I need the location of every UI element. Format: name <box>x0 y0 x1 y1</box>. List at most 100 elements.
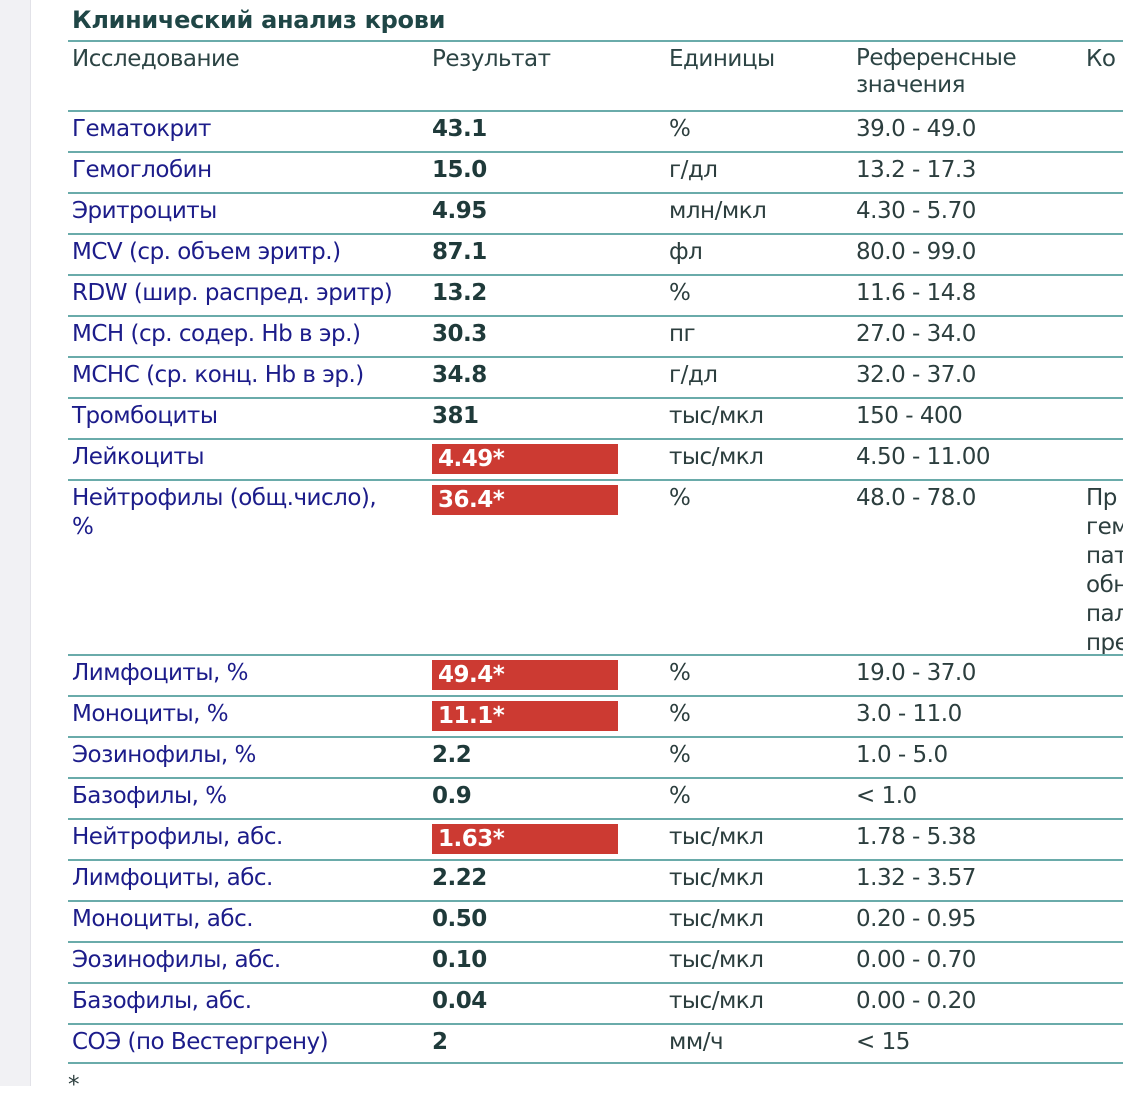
flagged-result: 1.63* <box>432 824 618 854</box>
header-units: Единицы <box>669 46 775 72</box>
reference-range: 39.0 - 49.0 <box>856 116 976 142</box>
table-row: Эритроциты 4.95 млн/мкл 4.30 - 5.70 <box>68 192 1123 233</box>
units: тыс/мкл <box>669 824 764 850</box>
test-name: Лимфоциты, % <box>72 660 248 686</box>
reference-range: 27.0 - 34.0 <box>856 321 976 347</box>
header-reference: Референсные значения <box>856 45 1017 98</box>
units: тыс/мкл <box>669 906 764 932</box>
units: мм/ч <box>669 1029 724 1055</box>
flagged-result: 49.4* <box>432 660 618 690</box>
test-name: Гемоглобин <box>72 157 212 183</box>
table-row: MCHC (ср. конц. Hb в эр.) 34.8 г/дл 32.0 - … <box>68 356 1123 397</box>
result-value: 13.2 <box>432 280 487 306</box>
reference-range: < 1.0 <box>856 783 917 809</box>
units: % <box>669 783 691 809</box>
table-row: RDW (шир. распред. эритр) 13.2% 11.6 - 14.… <box>68 274 1123 315</box>
test-name: RDW (шир. распред. эритр) <box>72 280 393 306</box>
page-title: Клинический анализ крови <box>72 6 446 34</box>
test-name: Нейтрофилы (общ.число), % <box>72 485 377 540</box>
units: г/дл <box>669 157 718 183</box>
test-name: MCHC (ср. конц. Hb в эр.) <box>72 362 364 388</box>
reference-range: 1.32 - 3.57 <box>856 865 976 891</box>
test-name: Базофилы, абс. <box>72 988 252 1014</box>
test-name: Лимфоциты, абс. <box>72 865 273 891</box>
units: тыс/мкл <box>669 947 764 973</box>
flagged-result: 4.49* <box>432 444 618 474</box>
table-row: Моноциты, абс. 0.50 тыс/мкл 0.20 - 0.95 <box>68 900 1123 941</box>
results-table: Исследование Результат Единицы Референсн… <box>68 40 1123 1064</box>
reference-range: 32.0 - 37.0 <box>856 362 976 388</box>
units: г/дл <box>669 362 718 388</box>
flagged-result: 36.4* <box>432 485 618 515</box>
units: % <box>669 742 691 768</box>
units: % <box>669 280 691 306</box>
units: млн/мкл <box>669 198 767 224</box>
result-value: 381 <box>432 403 479 429</box>
test-name: Тромбоциты <box>72 403 218 429</box>
table-row: Базофилы, абс. 0.04 тыс/мкл 0.00 - 0.20 <box>68 982 1123 1023</box>
units: % <box>669 116 691 142</box>
reference-range: 0.00 - 0.70 <box>856 947 976 973</box>
table-row: Нейтрофилы, абс. 1.63* тыс/мкл 1.78 - 5.38 <box>68 818 1123 859</box>
table-header: Исследование Результат Единицы Референсн… <box>68 40 1123 110</box>
result-value: 0.50 <box>432 906 487 932</box>
units: тыс/мкл <box>669 988 764 1014</box>
result-value: 0.04 <box>432 988 487 1014</box>
table-row: Эозинофилы, % 2.2% 1.0 - 5.0 <box>68 736 1123 777</box>
units: фл <box>669 239 703 265</box>
left-margin-strip <box>0 0 31 1086</box>
result-value: 4.95 <box>432 198 487 224</box>
test-name: Базофилы, % <box>72 783 227 809</box>
result-value: 2.2 <box>432 742 472 768</box>
table-row: Тромбоциты 381 тыс/мкл 150 - 400 <box>68 397 1123 438</box>
result-value: 34.8 <box>432 362 487 388</box>
table-row: Эозинофилы, абс. 0.10 тыс/мкл 0.00 - 0.70 <box>68 941 1123 982</box>
units: % <box>669 485 691 511</box>
test-name: Эозинофилы, абс. <box>72 947 281 973</box>
units: % <box>669 660 691 686</box>
test-name: Гематокрит <box>72 116 211 142</box>
test-name: Эритроциты <box>72 198 217 224</box>
result-value: 15.0 <box>432 157 487 183</box>
reference-range: < 15 <box>856 1029 910 1055</box>
reference-range: 150 - 400 <box>856 403 963 429</box>
table-row: СОЭ (по Вестергрену) 2 мм/ч < 15 <box>68 1023 1123 1064</box>
table-row: Гемоглобин 15.0 г/дл 13.2 - 17.3 <box>68 151 1123 192</box>
units: пг <box>669 321 696 347</box>
units: % <box>669 701 691 727</box>
result-value: 2 <box>432 1029 448 1055</box>
test-name: Моноциты, абс. <box>72 906 254 932</box>
footnote: * <box>68 1072 80 1098</box>
reference-range: 0.20 - 0.95 <box>856 906 976 932</box>
test-name: Эозинофилы, % <box>72 742 256 768</box>
result-value: 30.3 <box>432 321 487 347</box>
flagged-result: 11.1* <box>432 701 618 731</box>
table-row: MCH (ср. содер. Hb в эр.) 30.3 пг 27.0 - 34… <box>68 315 1123 356</box>
test-name: MCH (ср. содер. Hb в эр.) <box>72 321 361 347</box>
test-name: MCV (ср. объем эритр.) <box>72 239 341 265</box>
table-row: Гематокрит 43.1% 39.0 - 49.0 <box>68 110 1123 151</box>
test-name: Нейтрофилы, абс. <box>72 824 283 850</box>
table-row: Базофилы, % 0.9% < 1.0 <box>68 777 1123 818</box>
result-value: 0.10 <box>432 947 487 973</box>
table-row: Нейтрофилы (общ.число), % 36.4*% 48.0 - 78… <box>68 479 1123 656</box>
reference-range: 4.30 - 5.70 <box>856 198 976 224</box>
reference-range: 19.0 - 37.0 <box>856 660 976 686</box>
header-name: Исследование <box>72 46 240 72</box>
reference-range: 4.50 - 11.00 <box>856 444 990 470</box>
reference-range: 1.78 - 5.38 <box>856 824 976 850</box>
table-row: Лимфоциты, % 49.4*% 19.0 - 37.0 <box>68 654 1123 695</box>
result-value: 2.22 <box>432 865 487 891</box>
result-value: 43.1 <box>432 116 487 142</box>
units: тыс/мкл <box>669 444 764 470</box>
table-row: MCV (ср. объем эритр.) 87.1 фл 80.0 - 99.0 <box>68 233 1123 274</box>
test-name: Моноциты, % <box>72 701 229 727</box>
reference-range: 11.6 - 14.8 <box>856 280 976 306</box>
table-row: Лимфоциты, абс. 2.22 тыс/мкл 1.32 - 3.57 <box>68 859 1123 900</box>
reference-range: 80.0 - 99.0 <box>856 239 976 265</box>
table-row: Лейкоциты 4.49* тыс/мкл 4.50 - 11.00 <box>68 438 1123 479</box>
table-row: Моноциты, % 11.1*% 3.0 - 11.0 <box>68 695 1123 736</box>
test-name: Лейкоциты <box>72 444 205 470</box>
reference-range: 3.0 - 11.0 <box>856 701 962 727</box>
reference-range: 48.0 - 78.0 <box>856 485 976 511</box>
